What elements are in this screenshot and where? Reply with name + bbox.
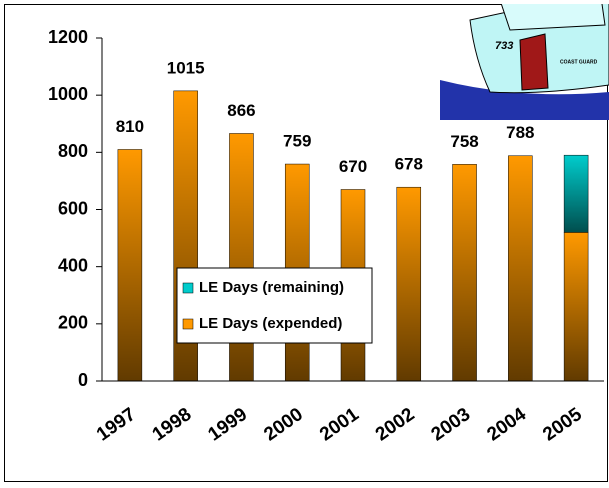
bar — [118, 149, 142, 381]
y-tick-label: 1200 — [48, 27, 88, 47]
bar — [508, 156, 532, 381]
legend-label: LE Days (expended) — [199, 315, 342, 332]
value-label: 758 — [450, 132, 478, 151]
superstructure — [500, 0, 605, 30]
y-tick-label: 0 — [78, 370, 88, 390]
ship-number: 733 — [495, 40, 513, 52]
legend-swatch — [183, 319, 193, 329]
value-label: 788 — [506, 123, 534, 142]
bar — [453, 164, 477, 381]
legend-swatch — [183, 283, 193, 293]
value-label: 670 — [339, 157, 367, 176]
value-label: 678 — [395, 155, 423, 174]
y-tick-label: 600 — [58, 198, 88, 218]
y-tick-label: 400 — [58, 255, 88, 275]
bar — [564, 155, 588, 232]
bar — [564, 232, 588, 381]
y-tick-label: 1000 — [48, 84, 88, 104]
legend-label: LE Days (remaining) — [199, 279, 344, 296]
bar — [229, 133, 253, 381]
ship-name: COAST GUARD — [560, 59, 598, 65]
bar — [397, 187, 421, 381]
value-label: 810 — [116, 117, 144, 136]
y-tick-label: 800 — [58, 141, 88, 161]
value-label: 866 — [227, 101, 255, 120]
y-tick-label: 200 — [58, 313, 88, 333]
value-label: 759 — [283, 132, 311, 151]
value-label: 1015 — [167, 58, 205, 77]
stripe — [520, 34, 548, 90]
chart: 733 COAST GUARD 0 200 400 600 800 1000 1200 810… — [0, 0, 609, 483]
